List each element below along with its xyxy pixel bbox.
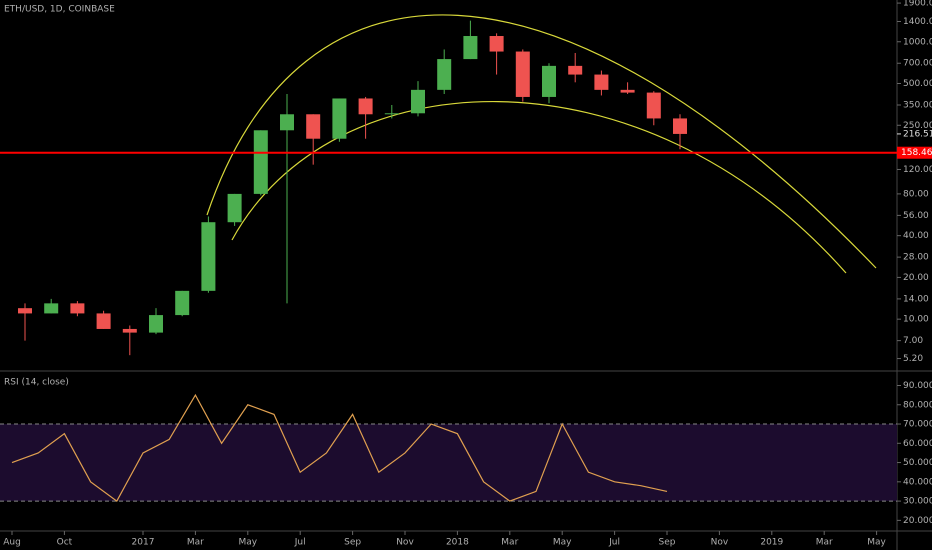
y-tick-label: 5.20 (903, 354, 923, 364)
candle-body (384, 113, 399, 115)
candle-body (253, 130, 268, 194)
candle-body (201, 222, 216, 291)
candle-body (489, 36, 504, 52)
rsi-background (0, 423, 897, 502)
candle-body (646, 92, 661, 119)
x-tick-label: Mar (501, 538, 518, 548)
x-tick-label: Oct (57, 538, 73, 548)
y-tick-label: 250.00 (903, 121, 932, 131)
y-tick-label: 40.00 (903, 231, 929, 241)
y-tick-label: 14.00 (903, 294, 929, 304)
candle-body (44, 303, 59, 314)
hline-label-box (897, 146, 932, 159)
x-tick-label: May (867, 538, 886, 548)
candle-body (306, 114, 321, 139)
hline-label: 158.46 (901, 148, 932, 158)
y-tick-label: 10.00 (903, 315, 929, 325)
candle-body (70, 303, 85, 314)
y-tick-label: 80.0000 (903, 400, 932, 410)
x-tick-label: Sep (659, 538, 676, 548)
arc-upper (206, 14, 877, 269)
y-tick-label: 60.0000 (903, 439, 932, 449)
x-tick-label: 2017 (132, 538, 155, 548)
chart-title: ETH/USD, 1D, COINBASE (4, 5, 115, 15)
y-tick-label: 40.0000 (903, 477, 932, 487)
candle-body (332, 98, 347, 139)
x-tick-label: Sep (344, 538, 361, 548)
candle-body (122, 328, 137, 333)
candle-body (96, 313, 111, 329)
x-tick-label: Nov (711, 538, 729, 548)
y-tick-label: 1400.00 (903, 17, 932, 27)
y-tick-label: 80.00 (903, 189, 929, 199)
y-tick-label: 50.0000 (903, 458, 932, 468)
candle-body (411, 89, 425, 114)
candle-body (673, 118, 687, 134)
y-tick-label: 70.0000 (903, 420, 932, 430)
y-tick-label: 1900.00 (903, 0, 932, 9)
y-tick-label: 500.00 (903, 79, 932, 89)
x-tick-label: Jul (608, 538, 620, 548)
x-tick-label: Nov (396, 538, 414, 548)
y-tick-label: 30.0000 (903, 497, 932, 507)
x-tick-label: Mar (816, 538, 833, 548)
y-tick-label: 28.00 (903, 253, 929, 263)
y-tick-label: 120.00 (903, 165, 932, 175)
candle-body (620, 89, 635, 93)
x-tick-label: Jul (294, 538, 306, 548)
candle-body (542, 65, 556, 97)
candle-body (463, 36, 478, 60)
x-tick-label: Mar (187, 538, 204, 548)
rsi-title: RSI (14, close) (4, 378, 69, 388)
x-tick-label: May (238, 538, 257, 548)
x-tick-label: 2018 (446, 538, 469, 548)
rsi-band (0, 424, 897, 502)
x-tick-label: May (553, 538, 572, 548)
candle-body (227, 193, 242, 223)
y-tick-label: 350.00 (903, 100, 932, 110)
x-tick-label: Aug (3, 538, 21, 548)
candle-body (358, 98, 373, 115)
candle-body (594, 74, 609, 90)
y-tick-label: 20.0000 (903, 516, 932, 526)
candle-body (175, 290, 190, 316)
y-tick-label: 1000.00 (903, 37, 932, 47)
candle-body (149, 315, 163, 333)
y-tick-label: 90.0000 (903, 381, 932, 391)
rsi-line (11, 393, 668, 502)
x-tick-label: 2019 (760, 538, 783, 548)
candle-body (18, 308, 32, 314)
candle-body (515, 51, 530, 97)
y-tick-label: 7.00 (903, 336, 923, 346)
last-price-label: 216.51 (903, 129, 932, 139)
candle-body (568, 65, 583, 75)
candle-body (437, 59, 452, 90)
y-tick-label: 56.00 (903, 211, 929, 221)
y-tick-label: 700.00 (903, 59, 932, 69)
candle-body (280, 114, 294, 131)
y-tick-label: 20.00 (903, 273, 929, 283)
